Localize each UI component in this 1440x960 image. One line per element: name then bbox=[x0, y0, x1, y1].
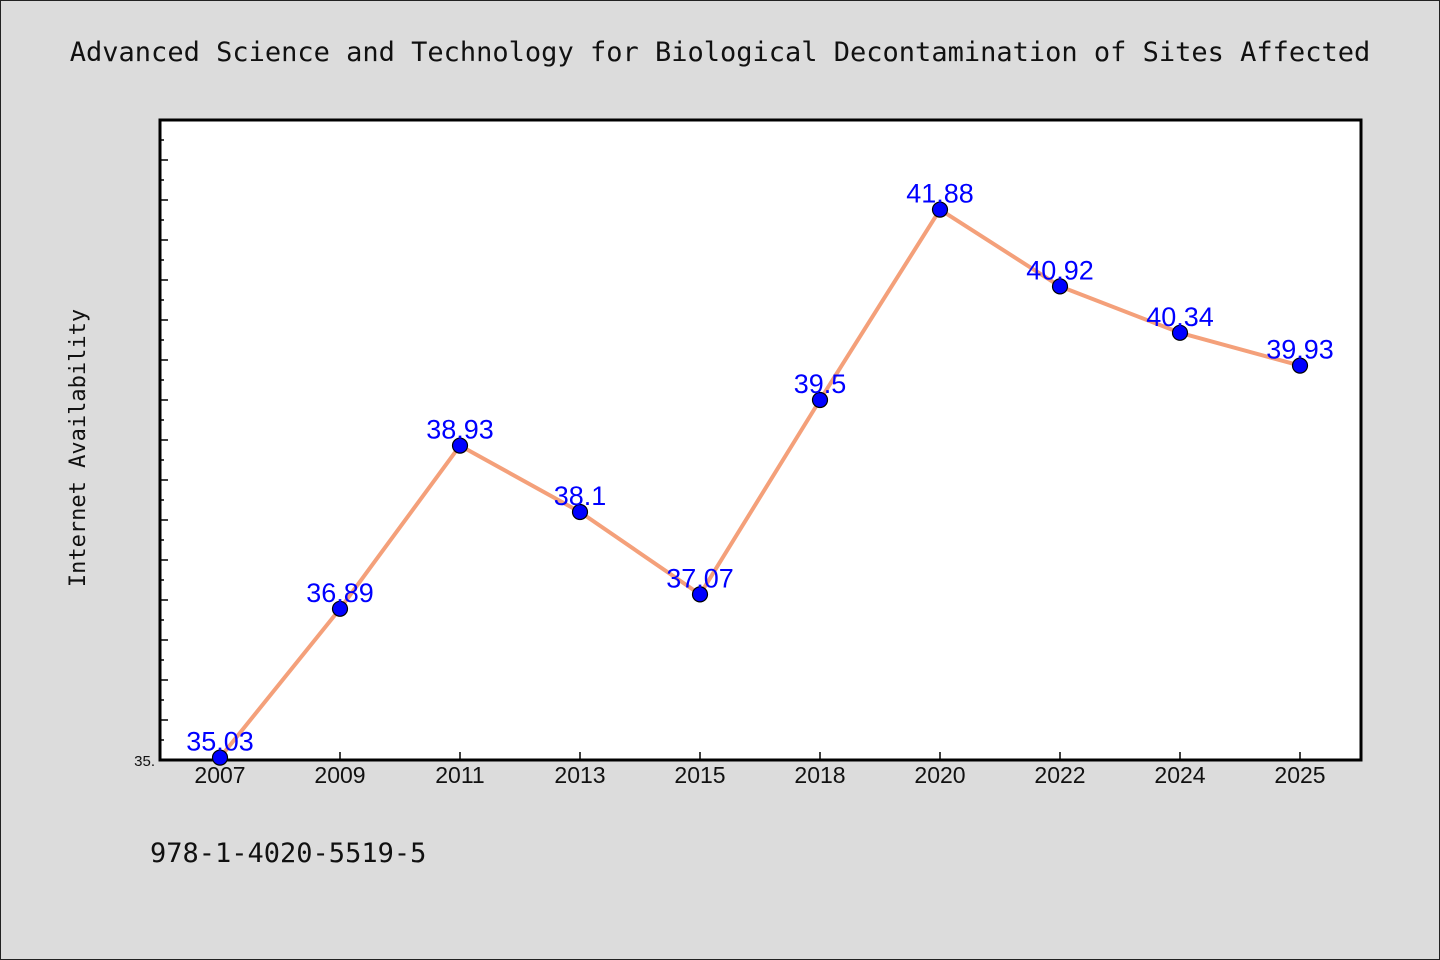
x-axis-ticks: 2007 2009 2011 2013 2015 2018 2020 2022 2024 2025 bbox=[194, 752, 1326, 788]
x-tick-label: 2013 bbox=[554, 762, 605, 788]
data-label: 40.34 bbox=[1146, 302, 1214, 332]
data-label: 39.93 bbox=[1266, 335, 1334, 365]
data-point bbox=[571, 503, 589, 521]
data-point bbox=[1051, 278, 1069, 295]
data-label: 40.92 bbox=[1026, 255, 1094, 285]
data-label: 37.07 bbox=[666, 563, 734, 593]
x-tick-label: 2015 bbox=[674, 762, 725, 788]
data-label: 41.88 bbox=[906, 179, 974, 209]
x-tick-label: 2011 bbox=[435, 762, 484, 788]
data-point bbox=[691, 586, 709, 603]
x-tick-label: 2024 bbox=[1154, 762, 1205, 788]
x-tick-label: 2025 bbox=[1274, 762, 1325, 788]
data-label: 36.89 bbox=[306, 578, 374, 608]
data-point bbox=[1291, 357, 1309, 374]
series-group: 35.03 36.89 38.93 38.1 37.07 39.5 41.88 40.92 40… bbox=[186, 179, 1334, 766]
x-tick-label: 2007 bbox=[194, 762, 245, 788]
chart-title: Advanced Science and Technology for Biol… bbox=[70, 37, 1370, 68]
isbn-footer: 978-1-4020-5519-5 bbox=[150, 838, 426, 869]
data-point bbox=[331, 600, 349, 617]
x-tick-label: 2009 bbox=[314, 762, 365, 788]
data-point bbox=[451, 437, 469, 454]
y-axis-ticks: 35. bbox=[134, 119, 168, 770]
x-tick-label: 2020 bbox=[914, 762, 965, 788]
y-axis-label: Internet Availability bbox=[66, 309, 91, 587]
data-point bbox=[1171, 324, 1189, 341]
plot-area bbox=[158, 118, 1363, 762]
x-tick-label: 2018 bbox=[794, 762, 845, 788]
x-tick-label: 2022 bbox=[1034, 762, 1085, 788]
y-tick-label: 35. bbox=[134, 753, 155, 770]
data-point bbox=[931, 201, 949, 218]
data-label: 38.1 bbox=[554, 481, 607, 511]
data-label: 35.03 bbox=[186, 727, 254, 757]
data-point bbox=[211, 749, 229, 766]
data-point bbox=[811, 391, 829, 409]
series-line bbox=[218, 207, 1301, 759]
data-label: 39.5 bbox=[794, 369, 847, 399]
data-label: 38.93 bbox=[426, 415, 494, 445]
